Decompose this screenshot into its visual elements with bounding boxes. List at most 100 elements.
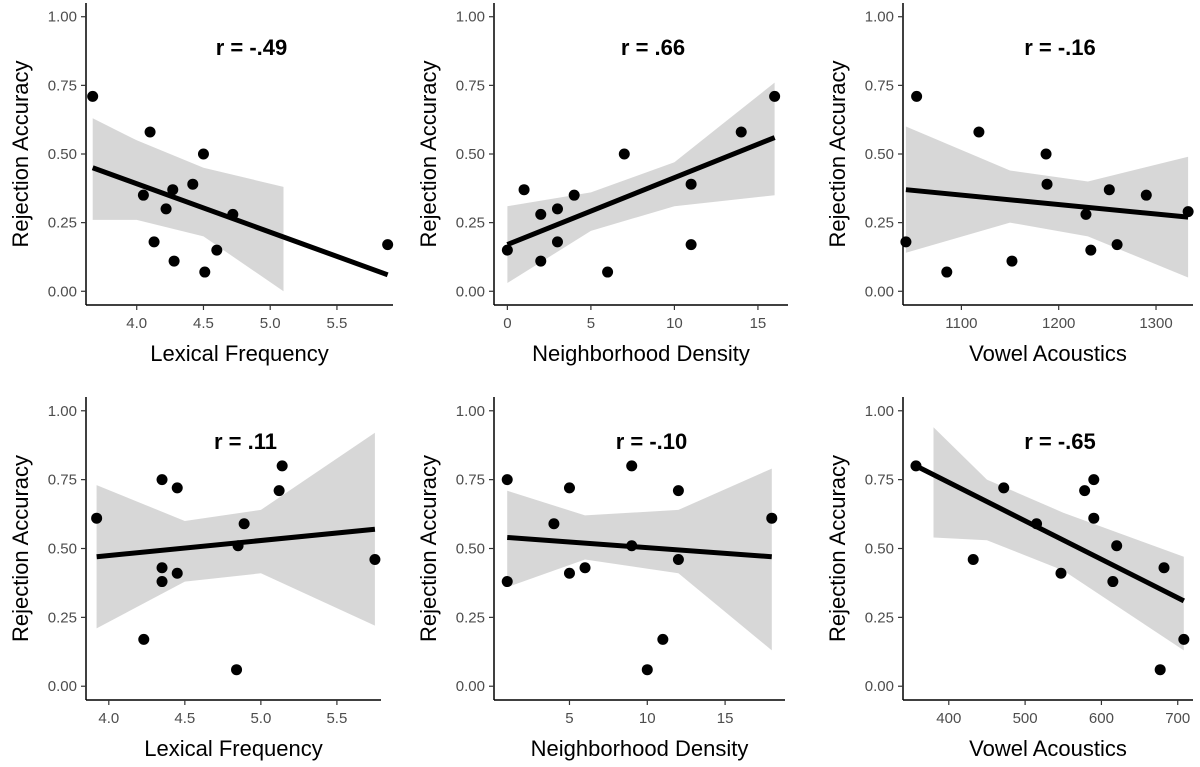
data-point — [276, 460, 288, 472]
data-point — [518, 184, 530, 196]
correlation-label: r = -.16 — [1024, 35, 1096, 60]
x-tick-label: 5.5 — [327, 315, 348, 332]
y-axis-title: Rejection Accuracy — [8, 60, 33, 247]
data-point — [1182, 206, 1194, 218]
data-point — [900, 236, 912, 248]
data-point — [91, 512, 103, 524]
data-point — [156, 562, 168, 574]
x-tick-label: 4.0 — [126, 315, 147, 332]
data-point — [501, 244, 513, 256]
x-tick-label: 500 — [1013, 710, 1038, 727]
data-point — [626, 540, 638, 552]
data-point — [563, 567, 575, 579]
data-point — [735, 126, 747, 138]
regression-line — [91, 165, 389, 278]
x-tick-label: 1300 — [1139, 315, 1172, 332]
regression-line — [506, 135, 776, 247]
x-tick-label: 10 — [639, 710, 656, 727]
correlation-label: r = .66 — [621, 35, 685, 60]
data-point — [1088, 512, 1100, 524]
data-point — [138, 633, 150, 645]
y-tick-label: 0.75 — [865, 77, 894, 94]
data-point — [211, 244, 223, 256]
correlation-label: r = .11 — [214, 429, 277, 454]
y-tick-label: 0.25 — [456, 609, 485, 626]
data-point — [171, 482, 183, 494]
x-tick-label: 1100 — [945, 315, 977, 332]
confidence-band — [96, 432, 375, 629]
data-point — [171, 567, 183, 579]
data-point — [199, 266, 211, 278]
data-point — [1111, 540, 1123, 552]
y-tick-label: 0.50 — [865, 541, 894, 558]
data-point — [1055, 567, 1067, 579]
data-point — [144, 126, 156, 138]
data-point — [1111, 239, 1123, 251]
data-point — [273, 485, 285, 497]
x-tick-label: 4.5 — [193, 315, 214, 332]
data-point — [156, 576, 168, 588]
confidence-band — [507, 82, 775, 283]
data-point — [501, 576, 513, 588]
data-point — [1178, 633, 1190, 645]
data-point — [1107, 576, 1119, 588]
data-point — [685, 178, 697, 190]
data-point — [231, 664, 243, 676]
data-point — [602, 266, 614, 278]
data-point — [1140, 189, 1152, 201]
y-tick-label: 0.00 — [456, 678, 485, 695]
data-point — [672, 554, 684, 566]
data-point — [579, 562, 591, 574]
x-tick-label: 0 — [503, 315, 511, 332]
data-point — [563, 482, 575, 494]
x-axis-title: Vowel Acoustics — [969, 341, 1127, 366]
y-axis-title: Rejection Accuracy — [825, 455, 850, 642]
data-point — [1154, 664, 1166, 676]
y-tick-label: 1.00 — [456, 403, 485, 420]
y-axis-title: Rejection Accuracy — [416, 455, 441, 642]
data-point — [657, 633, 669, 645]
x-tick-label: 4.5 — [174, 710, 195, 727]
x-axis-title: Vowel Acoustics — [969, 736, 1127, 761]
data-point — [535, 255, 547, 267]
y-tick-label: 0.50 — [865, 146, 894, 163]
data-point — [501, 474, 513, 486]
y-tick-label: 0.00 — [865, 283, 894, 300]
data-point — [626, 460, 638, 472]
x-axis-title: Lexical Frequency — [144, 736, 323, 761]
y-axis-title: Rejection Accuracy — [416, 60, 441, 247]
data-point — [1103, 184, 1115, 196]
data-point — [548, 518, 560, 530]
data-point — [238, 518, 250, 530]
scatter-panel-4: 0.00 0.25 0.50 0.75 1.00 4.0 4.5 5.0 5.5Lexical … — [8, 397, 381, 761]
x-axis-title: Lexical Frequency — [150, 341, 329, 366]
y-tick-label: 1.00 — [865, 403, 894, 420]
y-tick-label: 1.00 — [48, 9, 77, 26]
data-point — [369, 554, 381, 566]
regression-line — [914, 463, 1185, 604]
data-point — [618, 148, 630, 160]
x-tick-label: 600 — [1089, 710, 1114, 727]
x-tick-label: 400 — [936, 710, 961, 727]
x-tick-label: 700 — [1165, 710, 1190, 727]
regression-line — [507, 534, 772, 560]
data-point — [1158, 562, 1170, 574]
x-tick-label: 5.5 — [326, 710, 347, 727]
data-point — [1040, 148, 1052, 160]
data-point — [551, 203, 563, 215]
y-tick-label: 0.25 — [865, 609, 894, 626]
y-tick-label: 0.00 — [456, 283, 485, 300]
x-tick-label: 1200 — [1042, 315, 1075, 332]
scatter-panel-1: 0.00 0.25 0.50 0.75 1.00 4.0 4.5 5.0 5.5 Lexical … — [8, 3, 394, 366]
scatter-panel-3: 0.00 0.25 0.50 0.75 1.00 1100 1200 1300 Vowel Ac… — [825, 3, 1194, 366]
x-tick-label: 5 — [565, 710, 573, 727]
x-axis-title: Neighborhood Density — [531, 736, 749, 761]
data-point — [148, 236, 160, 248]
y-tick-label: 1.00 — [48, 403, 77, 420]
y-tick-label: 0.75 — [48, 77, 77, 94]
data-point — [535, 208, 547, 220]
data-point — [998, 482, 1010, 494]
data-point — [911, 90, 923, 102]
